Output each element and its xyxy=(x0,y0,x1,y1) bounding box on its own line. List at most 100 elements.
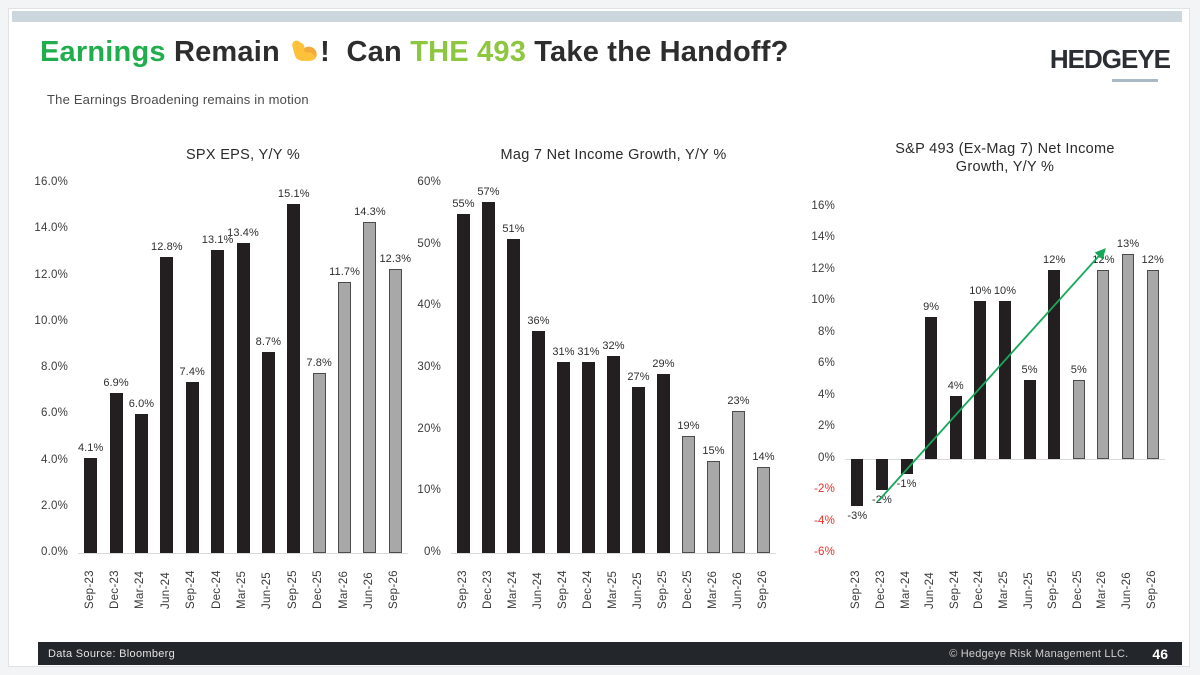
bar xyxy=(925,317,938,459)
bar xyxy=(185,381,199,553)
bar-value-label: 6.0% xyxy=(128,398,155,411)
bar xyxy=(851,458,864,506)
footer-bar: Data Source: Bloomberg © Hedgeye Risk Ma… xyxy=(38,642,1182,665)
y-tick-label: 16% xyxy=(811,200,835,212)
bar-value-label: 9% xyxy=(923,301,940,314)
chart-title: SPX EPS, Y/Y % xyxy=(185,147,301,163)
bar-value-label: 31% xyxy=(577,345,600,358)
page-number: 46 xyxy=(1152,645,1168,662)
y-tick-label: 0% xyxy=(423,546,441,558)
y-tick-label: 12.0% xyxy=(34,268,68,281)
title-remain: Remain xyxy=(165,36,289,68)
y-tick-label: 10% xyxy=(417,484,441,497)
y-tick-label: 4% xyxy=(817,388,835,401)
bar-value-label: 23% xyxy=(727,395,750,408)
y-tick-label: 4.0% xyxy=(40,453,68,466)
bar-value-label: 13.1% xyxy=(201,234,234,247)
bar xyxy=(287,203,301,553)
x-tick-label: Sep-24 xyxy=(948,570,961,609)
y-tick-label: 50% xyxy=(417,237,441,250)
x-tick-label: Jun-26 xyxy=(731,572,744,609)
bar xyxy=(707,460,720,553)
bar xyxy=(160,257,174,553)
x-tick-label: Sep-25 xyxy=(1047,570,1060,609)
x-tick-label: Sep-25 xyxy=(656,570,669,609)
hedgeye-logo: HEDGEYE xyxy=(1049,44,1171,82)
x-tick-label: Dec-24 xyxy=(210,570,223,609)
x-tick-label: Mar-24 xyxy=(134,570,147,609)
bar xyxy=(582,361,595,553)
bar-value-label: 4.1% xyxy=(77,442,104,455)
trend-arrow xyxy=(877,248,1106,502)
bar-value-label: 5% xyxy=(1070,364,1087,376)
y-tick-label: 14% xyxy=(811,231,835,244)
footer-right-group: © Hedgeye Risk Management LLC. 46 xyxy=(949,646,1168,662)
bar xyxy=(261,351,275,553)
chart-title: S&P 493 (Ex-Mag 7) Net Income Growth, Y/… xyxy=(895,141,1115,175)
bar xyxy=(875,458,888,491)
bar-value-label: 8.7% xyxy=(255,335,282,348)
bar-value-label: 57% xyxy=(477,185,500,198)
x-tick-label: Sep-24 xyxy=(185,570,198,609)
bar-value-label: 13% xyxy=(1116,238,1140,251)
bar xyxy=(974,301,987,459)
x-tick-label: Dec-23 xyxy=(874,570,887,609)
bar-value-label: 36% xyxy=(527,315,550,327)
flexed-biceps-icon xyxy=(292,40,317,61)
bar-value-label: -1% xyxy=(896,478,917,491)
x-tick-label: Jun-26 xyxy=(362,572,375,609)
page-title: Earnings Remain ! Can THE 493 Take the H… xyxy=(40,36,789,69)
title-the-493: THE 493 xyxy=(410,36,527,68)
bar xyxy=(757,466,770,553)
bar-value-label: 15.1% xyxy=(277,187,310,200)
bar-value-label: 19% xyxy=(677,419,700,432)
title-earnings: Earnings xyxy=(40,36,166,68)
copyright-label: © Hedgeye Risk Management LLC. xyxy=(949,647,1129,660)
bar xyxy=(732,411,745,553)
x-tick-label: Dec-24 xyxy=(973,570,986,609)
bar-value-label: 13.4% xyxy=(227,227,259,240)
x-tick-label: Dec-25 xyxy=(312,570,325,609)
bar xyxy=(457,213,470,553)
bar xyxy=(236,243,250,553)
x-tick-label: Mar-24 xyxy=(506,570,519,609)
bar-value-label: 32% xyxy=(602,339,625,352)
bar xyxy=(1122,254,1135,459)
bar-value-label: 12% xyxy=(1043,253,1066,266)
bar xyxy=(900,458,913,475)
x-tick-label: Jun-24 xyxy=(531,572,544,609)
zero-axis-line xyxy=(451,553,776,554)
x-tick-label: Sep-23 xyxy=(850,570,863,609)
zero-axis-line xyxy=(78,553,408,554)
bar-value-label: 55% xyxy=(452,197,475,210)
title-handoff: Take the Handoff? xyxy=(526,36,789,68)
top-accent-band xyxy=(12,11,1182,22)
bar-value-label: 51% xyxy=(502,222,525,235)
y-tick-label: 40% xyxy=(417,299,441,312)
x-tick-label: Jun-26 xyxy=(1121,572,1134,609)
slide-card xyxy=(8,8,1190,667)
subtitle: The Earnings Broadening remains in motio… xyxy=(47,92,309,107)
bar xyxy=(632,386,645,553)
y-tick-label: 10.0% xyxy=(34,314,68,327)
bar xyxy=(1072,380,1085,459)
y-tick-label: 10% xyxy=(811,294,835,307)
y-tick-label: 8.0% xyxy=(40,361,68,373)
bar-value-label: 10% xyxy=(969,285,992,298)
bar xyxy=(84,458,98,553)
y-tick-label: -4% xyxy=(813,514,835,527)
bar xyxy=(312,372,326,553)
hedgeye-logo-text: HEDGEYE xyxy=(1049,44,1171,74)
x-tick-label: Sep-24 xyxy=(556,570,569,609)
y-tick-label: 6% xyxy=(817,357,835,370)
bar xyxy=(999,301,1011,459)
y-tick-label: 2% xyxy=(817,420,835,433)
bar-value-label: 31% xyxy=(552,345,575,358)
bar xyxy=(507,238,520,553)
bar xyxy=(388,268,402,553)
y-tick-label: 30% xyxy=(417,361,441,373)
x-tick-label: Mar-24 xyxy=(899,570,912,609)
x-tick-label: Sep-25 xyxy=(286,570,299,609)
bar xyxy=(1023,380,1036,459)
y-tick-label: 12% xyxy=(811,262,835,275)
